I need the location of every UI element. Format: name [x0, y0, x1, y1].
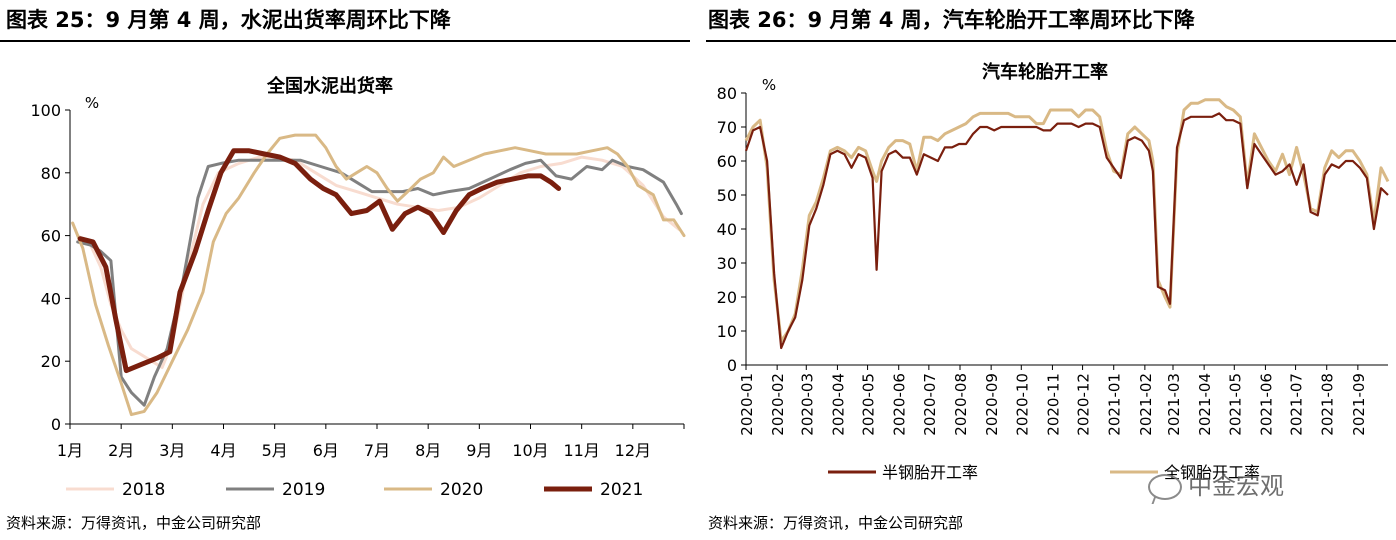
series-line-2021	[77, 148, 562, 374]
cement-x-tick-label: 7月	[364, 441, 390, 460]
cement-x-tick-label: 2月	[108, 441, 134, 460]
tire-x-tick-label: 2021-01	[1106, 373, 1124, 436]
tire-x-tick-label: 2020-10	[1013, 373, 1031, 436]
tire-y-tick-label: 20	[717, 288, 737, 307]
legend-label-全钢胎开工率: 全钢胎开工率	[1164, 463, 1260, 482]
tire-chart-title: 汽车轮胎开工率	[982, 61, 1108, 83]
tire-y-unit: %	[762, 76, 776, 94]
figure-25-rule	[0, 40, 690, 42]
figure-26-source: 资料来源：万得资讯，中金公司研究部	[708, 514, 964, 532]
tire-x-tick-label: 2021-04	[1196, 373, 1214, 436]
watermark: 中金宏观	[1148, 466, 1284, 501]
legend-label-半钢胎开工率: 半钢胎开工率	[882, 463, 978, 482]
series-line-2020	[71, 133, 686, 417]
tire-y-tick-label: 60	[717, 152, 737, 171]
cement-y-tick-label: 40	[41, 289, 61, 308]
tire-y-tick-label: 40	[717, 220, 737, 239]
cement-y-tick-label: 0	[51, 415, 61, 434]
cement-x-tick-label: 10月	[512, 441, 548, 460]
cement-x-tick-label: 3月	[159, 441, 185, 460]
tire-x-tick-label: 2020-12	[1075, 373, 1093, 436]
cement-y-tick-label: 80	[41, 164, 61, 183]
tire-x-tick-label: 2021-09	[1350, 373, 1368, 436]
tire-x-tick-label: 2020-04	[829, 373, 847, 436]
watermark-text: 中金宏观	[1188, 472, 1284, 500]
cement-y-tick-label: 100	[30, 101, 61, 120]
tire-x-tick-label: 2021-08	[1319, 373, 1337, 436]
tire-y-tick-label: 70	[717, 118, 737, 137]
figure-26-label: 图表 26：9 月第 4 周，汽车轮胎开工率周环比下降	[708, 8, 1195, 32]
cement-x-tick-label: 4月	[210, 441, 236, 460]
tire-x-tick-label: 2020-09	[983, 373, 1001, 436]
tire-x-tick-label: 2021-03	[1165, 373, 1183, 436]
tire-x-tick-label: 2020-01	[738, 373, 756, 436]
series-line-2019	[76, 158, 683, 407]
tire-y-tick-label: 50	[717, 186, 737, 205]
figure-26-rule	[706, 40, 1396, 42]
tire-y-tick-label: 80	[717, 84, 737, 103]
tire-x-tick-label: 2021-07	[1288, 373, 1306, 436]
wechat-icon	[1148, 474, 1182, 500]
series-line-全钢胎开工率	[744, 98, 1390, 343]
cement-y-unit: %	[85, 94, 99, 112]
tire-x-tick-label: 2020-03	[798, 373, 816, 436]
cement-x-tick-label: 6月	[313, 441, 339, 460]
legend-label-2021: 2021	[600, 480, 643, 500]
tire-x-tick-label: 2020-02	[769, 373, 787, 436]
cement-x-tick-label: 11月	[563, 441, 599, 460]
series-line-半钢胎开工率	[744, 112, 1389, 350]
tire-x-tick-label: 2021-05	[1226, 373, 1244, 436]
cement-y-tick-label: 20	[41, 352, 61, 371]
cement-x-tick-label: 1月	[57, 441, 83, 460]
tire-x-tick-label: 2020-08	[952, 373, 970, 436]
tire-x-tick-label: 2020-05	[860, 373, 878, 436]
cement-x-tick-label: 5月	[262, 441, 288, 460]
legend-label-2018: 2018	[122, 480, 165, 500]
legend-label-2020: 2020	[440, 480, 483, 500]
cement-chart-title: 全国水泥出货率	[266, 75, 393, 97]
tire-x-tick-label: 2021-02	[1137, 373, 1155, 436]
tire-y-tick-label: 10	[717, 322, 737, 341]
tire-y-tick-label: 0	[727, 356, 737, 375]
tire-x-tick-label: 2020-11	[1044, 373, 1062, 436]
series-line-2018	[76, 155, 681, 369]
tire-x-tick-label: 2020-07	[921, 373, 939, 436]
legend-label-2019: 2019	[282, 480, 325, 500]
tire-chart: 汽车轮胎开工率 % 0 10 20 30 40 50 60 70 80 2020-01 2020-…	[717, 61, 1390, 482]
cement-y-tick-label: 60	[41, 227, 61, 246]
cement-chart: 全国水泥出货率 % 0 20 40 60 80 100 1月 2月 3月 4月 5月 6月 7月 8月 9…	[30, 75, 686, 500]
cement-x-tick-label: 9月	[466, 441, 492, 460]
cement-x-tick-label: 12月	[615, 441, 651, 460]
figure-25-source: 资料来源：万得资讯，中金公司研究部	[6, 514, 262, 532]
tire-x-tick-label: 2020-06	[891, 373, 909, 436]
figure-25-label: 图表 25：9 月第 4 周，水泥出货率周环比下降	[6, 8, 451, 32]
tire-y-tick-label: 30	[717, 254, 737, 273]
tire-x-tick-label: 2021-06	[1257, 373, 1275, 436]
cement-x-tick-label: 8月	[415, 441, 441, 460]
